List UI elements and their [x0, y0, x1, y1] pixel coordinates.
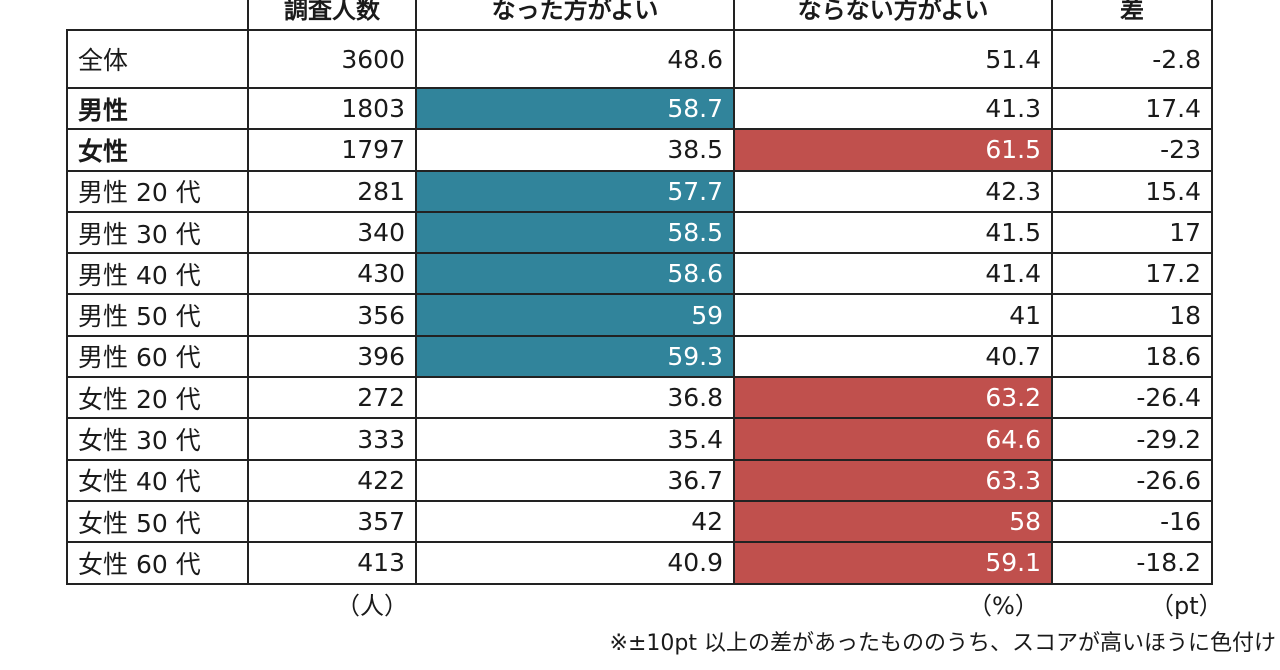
row-diff: 18.6 — [1051, 334, 1213, 379]
row-yes: 59 — [415, 293, 735, 337]
row-diff: -26.4 — [1051, 376, 1213, 420]
table-row: 女性 20 代 272 36.8 63.2 -26.4 — [66, 376, 1213, 420]
row-yes: 57.7 — [415, 169, 735, 213]
row-yes: 58.7 — [415, 86, 735, 131]
row-no: 63.2 — [733, 376, 1053, 420]
row-label: 男性 50 代 — [66, 293, 249, 337]
row-n: 356 — [247, 293, 417, 337]
row-yes: 58.5 — [415, 210, 735, 255]
table-row: 女性 1797 38.5 61.5 -23 — [66, 128, 1213, 172]
row-yes: 40.9 — [415, 541, 735, 585]
row-no: 51.4 — [733, 29, 1053, 89]
row-diff: -16 — [1051, 499, 1213, 544]
row-n: 357 — [247, 499, 417, 544]
row-label: 男性 40 代 — [66, 252, 249, 296]
table-row: 女性 60 代 413 40.9 59.1 -18.2 — [66, 541, 1213, 585]
row-yes: 59.3 — [415, 334, 735, 379]
row-n: 413 — [247, 541, 417, 585]
table-row: 男性 30 代 340 58.5 41.5 17 — [66, 210, 1213, 255]
row-label: 男性 30 代 — [66, 210, 249, 255]
row-diff: 15.4 — [1051, 169, 1213, 213]
row-diff: 17.2 — [1051, 252, 1213, 296]
row-n: 340 — [247, 210, 417, 255]
table-row: 男性 20 代 281 57.7 42.3 15.4 — [66, 169, 1213, 213]
unit-pct: （%） — [968, 592, 1039, 620]
table-row: 男性 50 代 356 59 41 18 — [66, 293, 1213, 337]
row-n: 281 — [247, 169, 417, 213]
survey-table: 調査人数 なった方がよい ならない方がよい 差 全体 3600 48.6 51.4 -2… — [66, 0, 1213, 585]
row-diff: 18 — [1051, 293, 1213, 337]
row-diff: -2.8 — [1051, 29, 1213, 89]
row-no: 41.5 — [733, 210, 1053, 255]
row-label: 女性 60 代 — [66, 541, 249, 585]
row-n: 396 — [247, 334, 417, 379]
row-n: 3600 — [247, 29, 417, 89]
row-n: 430 — [247, 252, 417, 296]
row-diff: -18.2 — [1051, 541, 1213, 585]
row-diff: 17.4 — [1051, 86, 1213, 131]
table-row: 男性 1803 58.7 41.3 17.4 — [66, 86, 1213, 131]
row-label: 女性 30 代 — [66, 417, 249, 461]
row-yes: 35.4 — [415, 417, 735, 461]
header-label — [67, 0, 249, 31]
row-no: 41.4 — [733, 252, 1053, 296]
row-label: 女性 20 代 — [66, 376, 249, 420]
row-label: 全体 — [66, 29, 249, 89]
row-label: 女性 40 代 — [66, 458, 249, 502]
table-row: 女性 40 代 422 36.7 63.3 -26.6 — [66, 458, 1213, 502]
unit-n: （人） — [336, 592, 408, 620]
row-no: 42.3 — [733, 169, 1053, 213]
row-label: 女性 50 代 — [66, 499, 249, 544]
row-diff: -23 — [1051, 128, 1213, 172]
table-row: 女性 50 代 357 42 58 -16 — [66, 499, 1213, 544]
header-diff: 差 — [1051, 0, 1213, 31]
row-label: 男性 20 代 — [66, 169, 249, 213]
row-yes: 36.8 — [415, 376, 735, 420]
row-diff: -29.2 — [1051, 417, 1213, 461]
table-row: 男性 60 代 396 59.3 40.7 18.6 — [66, 334, 1213, 379]
row-n: 1803 — [247, 86, 417, 131]
row-n: 1797 — [247, 128, 417, 172]
table-row: 全体 3600 48.6 51.4 -2.8 — [66, 29, 1213, 89]
row-n: 272 — [247, 376, 417, 420]
footnote: ※±10pt 以上の差があったもののうち、スコアが高いほうに色付け — [609, 631, 1276, 656]
row-label: 女性 — [66, 128, 249, 172]
row-yes: 38.5 — [415, 128, 735, 172]
row-no: 64.6 — [733, 417, 1053, 461]
row-no: 58 — [733, 499, 1053, 544]
row-no: 59.1 — [733, 541, 1053, 585]
row-diff: -26.6 — [1051, 458, 1213, 502]
row-n: 333 — [247, 417, 417, 461]
row-yes: 36.7 — [415, 458, 735, 502]
row-yes: 48.6 — [415, 29, 735, 89]
row-yes: 42 — [415, 499, 735, 544]
header-n: 調査人数 — [247, 0, 417, 31]
header-row: 調査人数 なった方がよい ならない方がよい 差 — [67, 0, 1213, 31]
row-diff: 17 — [1051, 210, 1213, 255]
header-yes: なった方がよい — [415, 0, 735, 31]
header-no: ならない方がよい — [733, 0, 1053, 31]
table-row: 男性 40 代 430 58.6 41.4 17.2 — [66, 252, 1213, 296]
row-no: 41.3 — [733, 86, 1053, 131]
row-label: 男性 60 代 — [66, 334, 249, 379]
row-n: 422 — [247, 458, 417, 502]
row-no: 61.5 — [733, 128, 1053, 172]
row-no: 40.7 — [733, 334, 1053, 379]
row-yes: 58.6 — [415, 252, 735, 296]
table-row: 女性 30 代 333 35.4 64.6 -29.2 — [66, 417, 1213, 461]
unit-diff: （pt） — [1150, 592, 1223, 620]
row-no: 63.3 — [733, 458, 1053, 502]
row-no: 41 — [733, 293, 1053, 337]
row-label: 男性 — [66, 86, 249, 131]
